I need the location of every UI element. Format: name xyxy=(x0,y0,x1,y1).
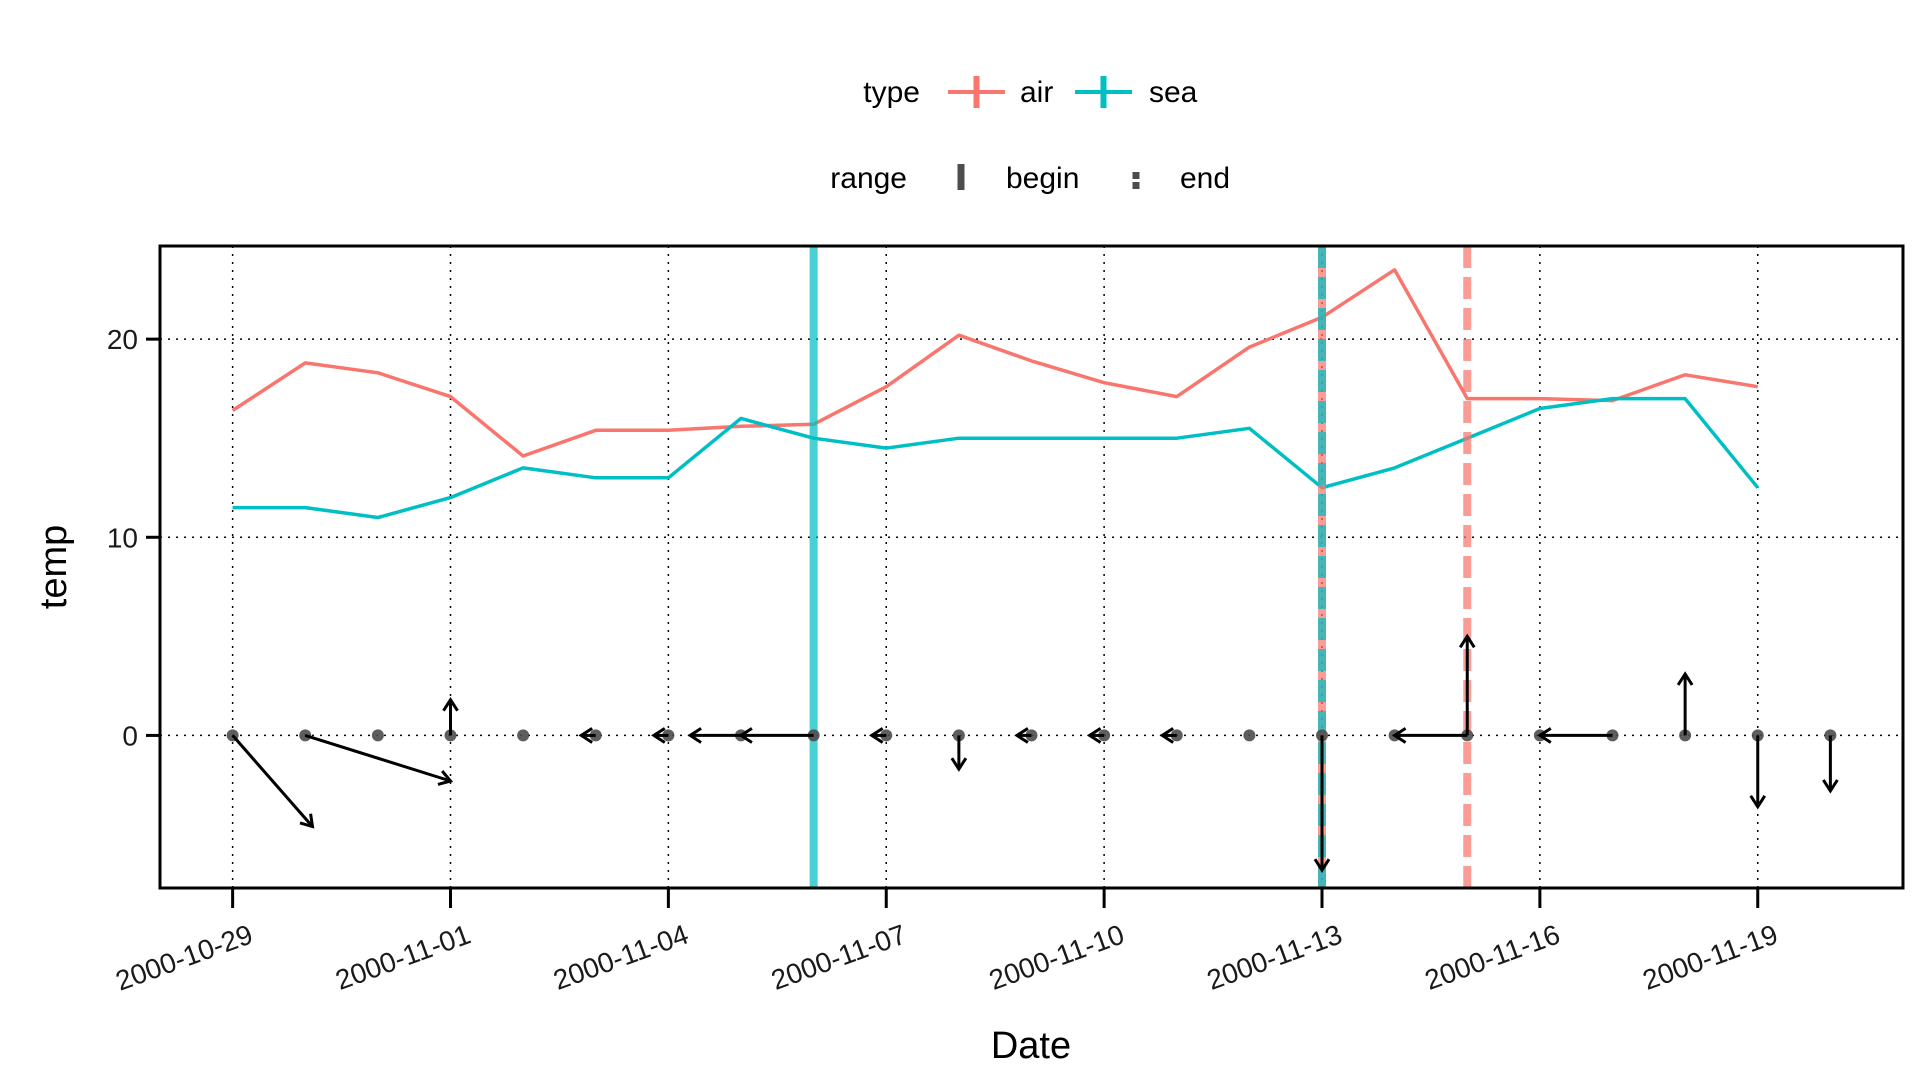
wind-arrow-head xyxy=(738,727,753,744)
wind-arrow-head xyxy=(1458,633,1476,649)
wind-arrow xyxy=(304,733,454,786)
wind-arrow-head xyxy=(651,727,666,744)
wind-arrow-head xyxy=(868,727,884,744)
wind-arrow-shaft xyxy=(231,734,314,828)
wind-arrow xyxy=(651,727,669,744)
wind-arrow-shaft xyxy=(304,733,451,783)
wind-arrow-head xyxy=(578,727,593,744)
x-tick-label: 2000-11-01 xyxy=(331,919,474,996)
wind-arrow xyxy=(1676,671,1694,736)
y-tick-label: 20 xyxy=(107,324,138,355)
wind-arrow xyxy=(578,727,596,744)
wind-arrow-head xyxy=(1086,727,1102,744)
wind-arrow-head xyxy=(442,696,459,712)
wind-arrow-head xyxy=(299,813,315,829)
wind-point xyxy=(371,729,384,742)
wind-arrow xyxy=(868,727,887,744)
y-tick-label: 10 xyxy=(107,522,138,553)
legend-type-title: type xyxy=(863,76,920,109)
grid xyxy=(160,246,1903,888)
plot-area xyxy=(226,246,1839,888)
series-line-sea xyxy=(232,396,1760,520)
wind-arrow-head xyxy=(1313,858,1331,873)
x-tick-label: 2000-11-19 xyxy=(1639,919,1782,996)
y-axis-title: temp xyxy=(33,525,75,609)
legend-label-sea: sea xyxy=(1149,76,1198,109)
legend-range-title: range xyxy=(830,162,907,195)
series-line-air xyxy=(231,268,1759,458)
wind-arrow-head xyxy=(1676,671,1694,686)
x-tick-label: 2000-11-16 xyxy=(1421,919,1564,996)
x-tick-label: 2000-10-29 xyxy=(111,919,256,997)
x-tick-label: 2000-11-13 xyxy=(1203,919,1346,996)
wind-arrow xyxy=(1391,727,1468,744)
legend-label-begin: begin xyxy=(1006,162,1079,195)
wind-arrow-head xyxy=(1749,795,1767,810)
wind-arrow-head xyxy=(1014,727,1029,744)
wind-arrow xyxy=(1458,633,1476,736)
wind-arrow-head xyxy=(1391,727,1407,744)
wind-arrow-head xyxy=(437,770,454,786)
wind-arrow-head xyxy=(687,727,702,744)
x-axis-title: Date xyxy=(991,1025,1071,1067)
wind-arrow xyxy=(1313,735,1331,873)
y-tick-label: 0 xyxy=(122,720,138,751)
legend-label-end: end xyxy=(1180,162,1230,195)
wind-point xyxy=(517,729,530,742)
wind-arrow xyxy=(1086,727,1105,744)
legend-key-sea xyxy=(1075,76,1132,108)
wind-arrow xyxy=(738,727,814,744)
wind-arrow xyxy=(231,734,315,829)
wind-arrow xyxy=(1159,727,1177,744)
wind-arrow xyxy=(687,727,741,744)
wind-arrow-head xyxy=(950,757,968,772)
wind-arrow xyxy=(1822,735,1839,794)
legend: type air sea range begin end xyxy=(830,76,1230,195)
wind-arrow xyxy=(950,735,968,772)
x-tick-label: 2000-11-10 xyxy=(985,919,1128,996)
wind-arrow xyxy=(1749,735,1767,810)
x-tick-label: 2000-11-07 xyxy=(767,919,910,996)
legend-label-air: air xyxy=(1020,76,1053,109)
wind-arrow xyxy=(1014,727,1032,744)
wind-point xyxy=(1243,729,1256,742)
wind-arrow-head xyxy=(1822,779,1839,794)
wind-arrow xyxy=(442,696,459,736)
panel-border xyxy=(158,244,1905,890)
axes: 2000-10-29 2000-11-01 2000-11-04 2000-11-07… xyxy=(107,324,1782,996)
x-tick-label: 2000-11-04 xyxy=(549,919,692,996)
legend-key-air xyxy=(948,76,1005,108)
wind-arrow-head xyxy=(1537,727,1552,744)
wind-arrow xyxy=(1537,727,1613,744)
wind-arrow-head xyxy=(1159,727,1174,744)
